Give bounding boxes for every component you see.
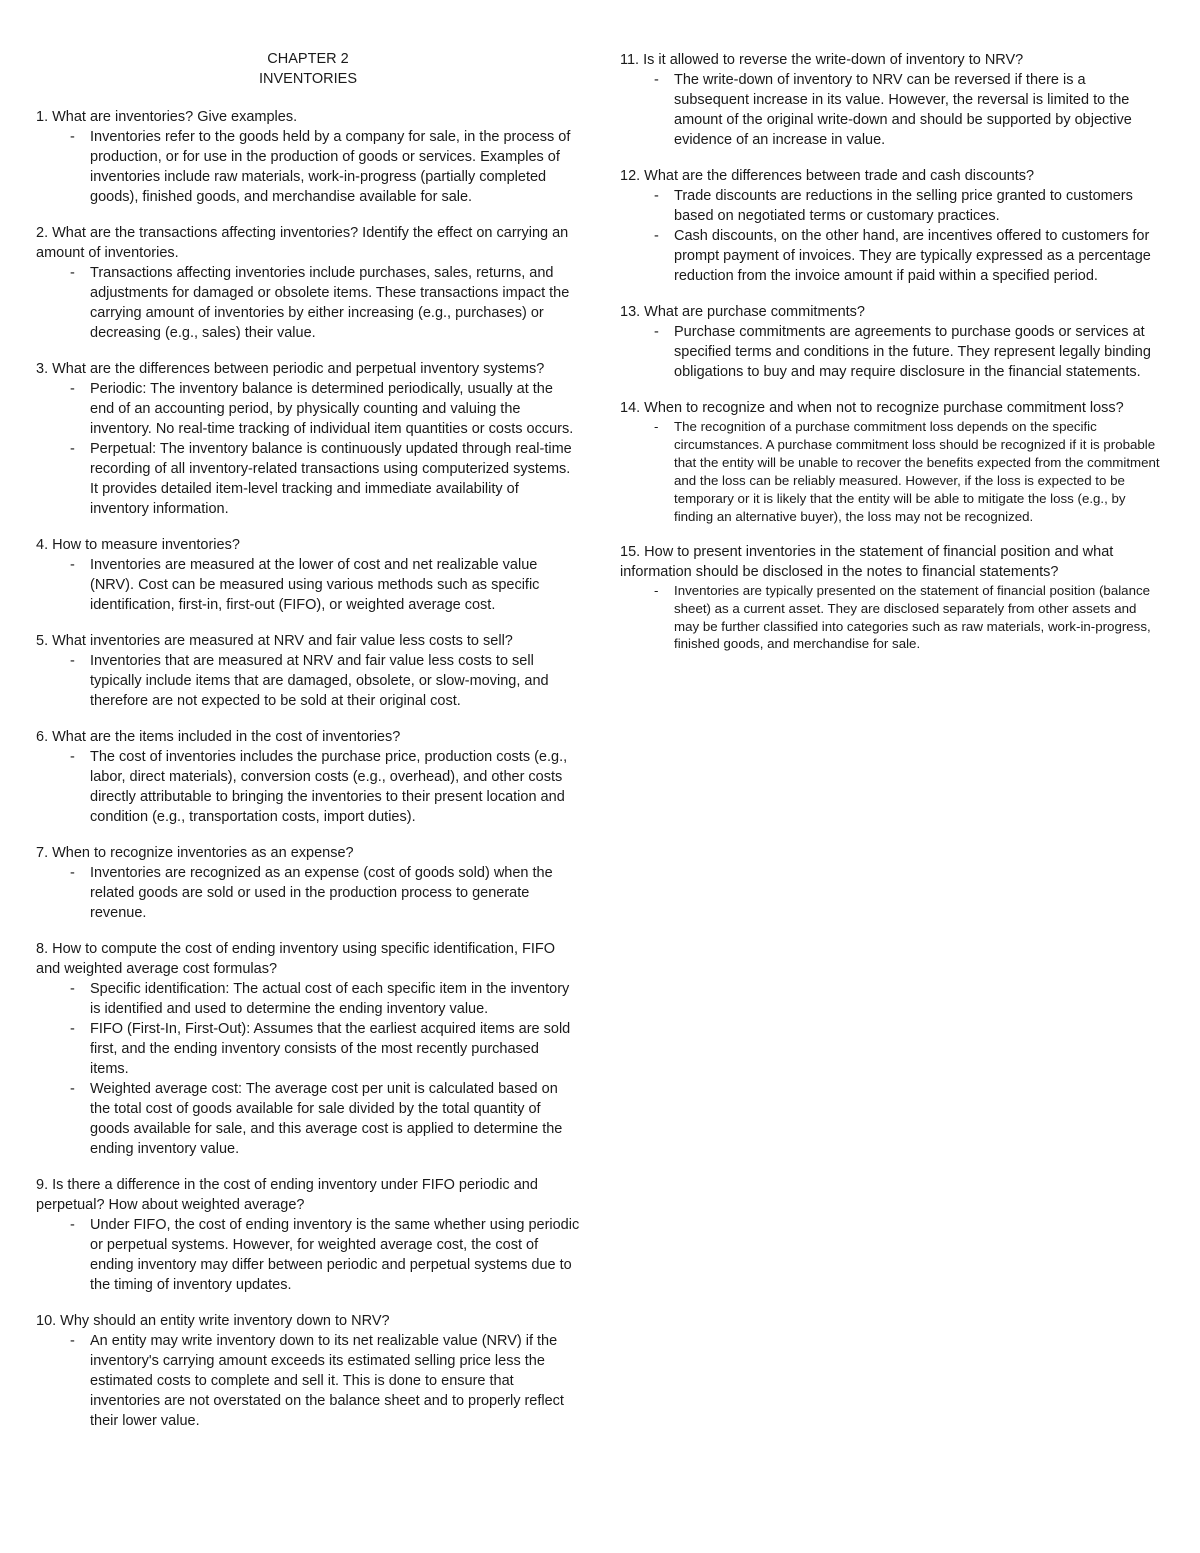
qa-item: 8. How to compute the cost of ending inv… bbox=[36, 939, 580, 1159]
qa-item: 14. When to recognize and when not to re… bbox=[620, 398, 1164, 526]
answer-text: Inventories are typically presented on t… bbox=[674, 582, 1164, 654]
question-text: 4. How to measure inventories? bbox=[36, 535, 580, 555]
answer-text: Inventories refer to the goods held by a… bbox=[90, 127, 580, 207]
qa-item: 15. How to present inventories in the st… bbox=[620, 542, 1164, 654]
qa-item: 3. What are the differences between peri… bbox=[36, 359, 580, 519]
question-text: 5. What inventories are measured at NRV … bbox=[36, 631, 580, 651]
document-page: CHAPTER 2 INVENTORIES 1. What are invent… bbox=[36, 50, 1164, 1510]
bullet-dash: - bbox=[70, 263, 75, 283]
question-text: 12. What are the differences between tra… bbox=[620, 166, 1164, 186]
answer-item: -Inventories refer to the goods held by … bbox=[36, 127, 580, 207]
answer-item: -Periodic: The inventory balance is dete… bbox=[36, 379, 580, 439]
bullet-dash: - bbox=[70, 439, 75, 459]
answer-item: -Perpetual: The inventory balance is con… bbox=[36, 439, 580, 519]
bullet-dash: - bbox=[70, 979, 75, 999]
bullet-dash: - bbox=[654, 226, 659, 246]
bullet-dash: - bbox=[70, 1215, 75, 1235]
bullet-dash: - bbox=[70, 127, 75, 147]
bullet-dash: - bbox=[70, 379, 75, 399]
bullet-dash: - bbox=[70, 747, 75, 767]
question-text: 9. Is there a difference in the cost of … bbox=[36, 1175, 580, 1215]
question-text: 15. How to present inventories in the st… bbox=[620, 542, 1164, 582]
answer-text: FIFO (First-In, First-Out): Assumes that… bbox=[90, 1019, 580, 1079]
answer-item: -Purchase commitments are agreements to … bbox=[620, 322, 1164, 382]
question-text: 1. What are inventories? Give examples. bbox=[36, 107, 580, 127]
answer-item: -An entity may write inventory down to i… bbox=[36, 1331, 580, 1431]
qa-item: 12. What are the differences between tra… bbox=[620, 166, 1164, 286]
qa-item: 4. How to measure inventories?-Inventori… bbox=[36, 535, 580, 615]
answer-item: -Inventories are recognized as an expens… bbox=[36, 863, 580, 923]
answer-item: -The cost of inventories includes the pu… bbox=[36, 747, 580, 827]
answer-item: -FIFO (First-In, First-Out): Assumes tha… bbox=[36, 1019, 580, 1079]
answer-text: Inventories are measured at the lower of… bbox=[90, 555, 580, 615]
answer-text: Weighted average cost: The average cost … bbox=[90, 1079, 580, 1159]
qa-item: 6. What are the items included in the co… bbox=[36, 727, 580, 827]
chapter-number: CHAPTER 2 bbox=[36, 50, 580, 70]
answer-text: Trade discounts are reductions in the se… bbox=[674, 186, 1164, 226]
qa-item: 10. Why should an entity write inventory… bbox=[36, 1311, 580, 1431]
answer-text: Periodic: The inventory balance is deter… bbox=[90, 379, 580, 439]
answer-text: The cost of inventories includes the pur… bbox=[90, 747, 580, 827]
answer-item: -The recognition of a purchase commitmen… bbox=[620, 418, 1164, 526]
answer-item: -Trade discounts are reductions in the s… bbox=[620, 186, 1164, 226]
bullet-dash: - bbox=[654, 582, 658, 600]
answer-text: Perpetual: The inventory balance is cont… bbox=[90, 439, 580, 519]
question-text: 10. Why should an entity write inventory… bbox=[36, 1311, 580, 1331]
answer-item: -Under FIFO, the cost of ending inventor… bbox=[36, 1215, 580, 1295]
answer-item: -Inventories that are measured at NRV an… bbox=[36, 651, 580, 711]
answer-item: -Inventories are typically presented on … bbox=[620, 582, 1164, 654]
answer-text: Under FIFO, the cost of ending inventory… bbox=[90, 1215, 580, 1295]
bullet-dash: - bbox=[654, 322, 659, 342]
answer-item: -Specific identification: The actual cos… bbox=[36, 979, 580, 1019]
bullet-dash: - bbox=[70, 1331, 75, 1351]
answer-text: Inventories that are measured at NRV and… bbox=[90, 651, 580, 711]
answer-text: Inventories are recognized as an expense… bbox=[90, 863, 580, 923]
answer-text: An entity may write inventory down to it… bbox=[90, 1331, 580, 1431]
bullet-dash: - bbox=[70, 651, 75, 671]
bullet-dash: - bbox=[70, 863, 75, 883]
bullet-dash: - bbox=[654, 70, 659, 90]
bullet-dash: - bbox=[70, 555, 75, 575]
chapter-title: INVENTORIES bbox=[36, 70, 580, 90]
answer-item: -Weighted average cost: The average cost… bbox=[36, 1079, 580, 1159]
qa-item: 13. What are purchase commitments?-Purch… bbox=[620, 302, 1164, 382]
qa-item: 1. What are inventories? Give examples.-… bbox=[36, 107, 580, 207]
question-text: 8. How to compute the cost of ending inv… bbox=[36, 939, 580, 979]
question-text: 13. What are purchase commitments? bbox=[620, 302, 1164, 322]
qa-item: 11. Is it allowed to reverse the write-d… bbox=[620, 50, 1164, 150]
question-text: 7. When to recognize inventories as an e… bbox=[36, 843, 580, 863]
chapter-heading: CHAPTER 2 INVENTORIES bbox=[36, 50, 580, 89]
answer-text: Cash discounts, on the other hand, are i… bbox=[674, 226, 1164, 286]
question-text: 3. What are the differences between peri… bbox=[36, 359, 580, 379]
qa-item: 7. When to recognize inventories as an e… bbox=[36, 843, 580, 923]
answer-item: -The write-down of inventory to NRV can … bbox=[620, 70, 1164, 150]
answer-item: -Cash discounts, on the other hand, are … bbox=[620, 226, 1164, 286]
question-text: 14. When to recognize and when not to re… bbox=[620, 398, 1164, 418]
qa-item: 5. What inventories are measured at NRV … bbox=[36, 631, 580, 711]
question-text: 6. What are the items included in the co… bbox=[36, 727, 580, 747]
answer-text: Specific identification: The actual cost… bbox=[90, 979, 580, 1019]
answer-text: The write-down of inventory to NRV can b… bbox=[674, 70, 1164, 150]
answer-text: Purchase commitments are agreements to p… bbox=[674, 322, 1164, 382]
bullet-dash: - bbox=[70, 1019, 75, 1039]
bullet-dash: - bbox=[70, 1079, 75, 1099]
answer-item: -Transactions affecting inventories incl… bbox=[36, 263, 580, 343]
question-text: 2. What are the transactions affecting i… bbox=[36, 223, 580, 263]
question-text: 11. Is it allowed to reverse the write-d… bbox=[620, 50, 1164, 70]
qa-item: 2. What are the transactions affecting i… bbox=[36, 223, 580, 343]
answer-text: Transactions affecting inventories inclu… bbox=[90, 263, 580, 343]
answer-text: The recognition of a purchase commitment… bbox=[674, 418, 1164, 526]
bullet-dash: - bbox=[654, 186, 659, 206]
bullet-dash: - bbox=[654, 418, 658, 436]
qa-item: 9. Is there a difference in the cost of … bbox=[36, 1175, 580, 1295]
answer-item: -Inventories are measured at the lower o… bbox=[36, 555, 580, 615]
